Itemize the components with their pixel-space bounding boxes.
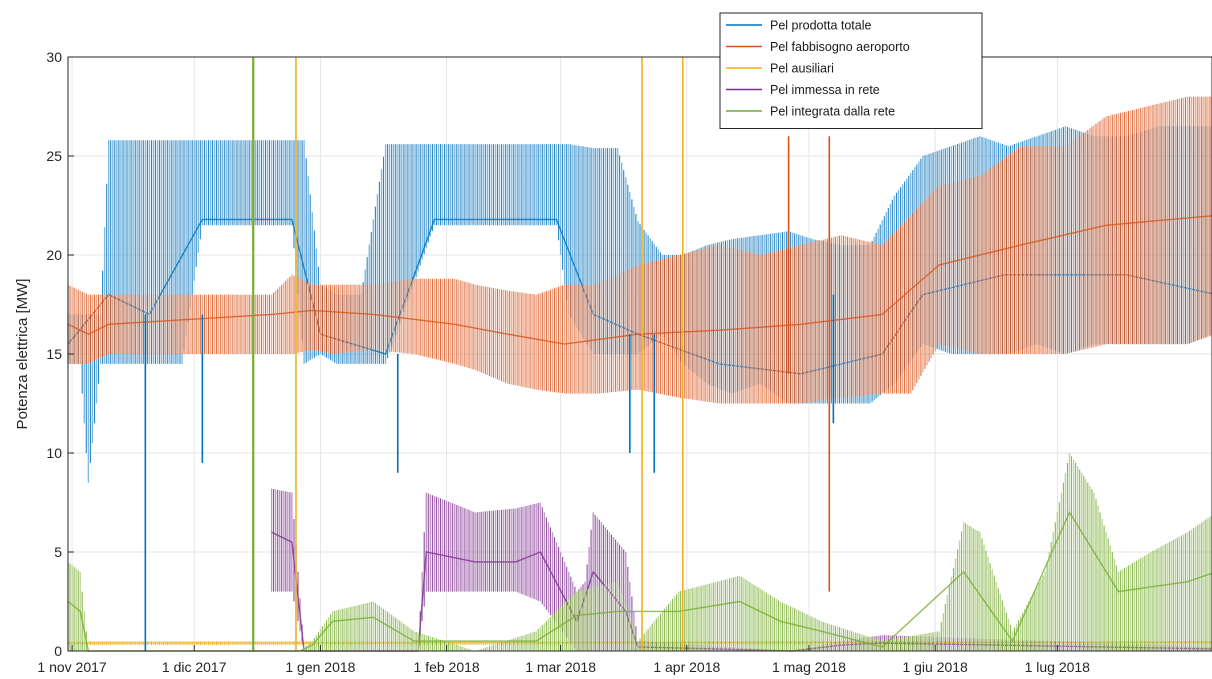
- x-tick-label: 1 dic 2017: [162, 659, 227, 675]
- y-tick-label: 20: [46, 247, 62, 263]
- x-tick-label: 1 apr 2018: [653, 659, 720, 675]
- x-tick-label: 1 mar 2018: [525, 659, 596, 675]
- y-tick-label: 30: [46, 49, 62, 65]
- legend: Pel prodotta totale Pel fabbisogno aeropo…: [719, 12, 983, 129]
- legend-entry: Pel prodotta totale: [770, 19, 872, 33]
- x-tick-label: 1 gen 2018: [285, 659, 355, 675]
- x-tick-label: 1 nov 2017: [37, 659, 106, 675]
- legend-entry: Pel ausiliari: [770, 62, 834, 76]
- y-tick-label: 5: [54, 544, 62, 560]
- y-tick-label: 0: [54, 643, 62, 659]
- x-tick-label: 1 feb 2018: [414, 659, 480, 675]
- series-pel-integrata-dalla-rete: [67, 453, 1212, 652]
- legend-entry: Pel immessa in rete: [770, 83, 880, 97]
- series-mean-line: [67, 510, 1212, 652]
- y-tick-label: 10: [46, 445, 62, 461]
- y-tick-label: 15: [46, 346, 62, 362]
- legend-entry: Pel fabbisogno aeroporto: [770, 40, 910, 54]
- series-mean-line: [67, 215, 1212, 345]
- legend-box: [719, 12, 983, 129]
- x-tick-label: 1 mag 2018: [772, 659, 846, 675]
- legend-entry: Pel integrata dalla rete: [770, 105, 895, 119]
- x-tick-label: 1 lug 2018: [1025, 659, 1091, 675]
- series-mean-line: [67, 218, 1212, 375]
- axes: 0 5 10 15 20 25 30 1 nov 2017 1 dic 2017 1 gen 20…: [37, 49, 1212, 675]
- y-tick-label: 25: [46, 148, 62, 164]
- y-axis-label: Potenza elettrica [MW]: [14, 279, 31, 430]
- series-layer: [67, 57, 1212, 652]
- x-tick-label: 1 giu 2018: [902, 659, 968, 675]
